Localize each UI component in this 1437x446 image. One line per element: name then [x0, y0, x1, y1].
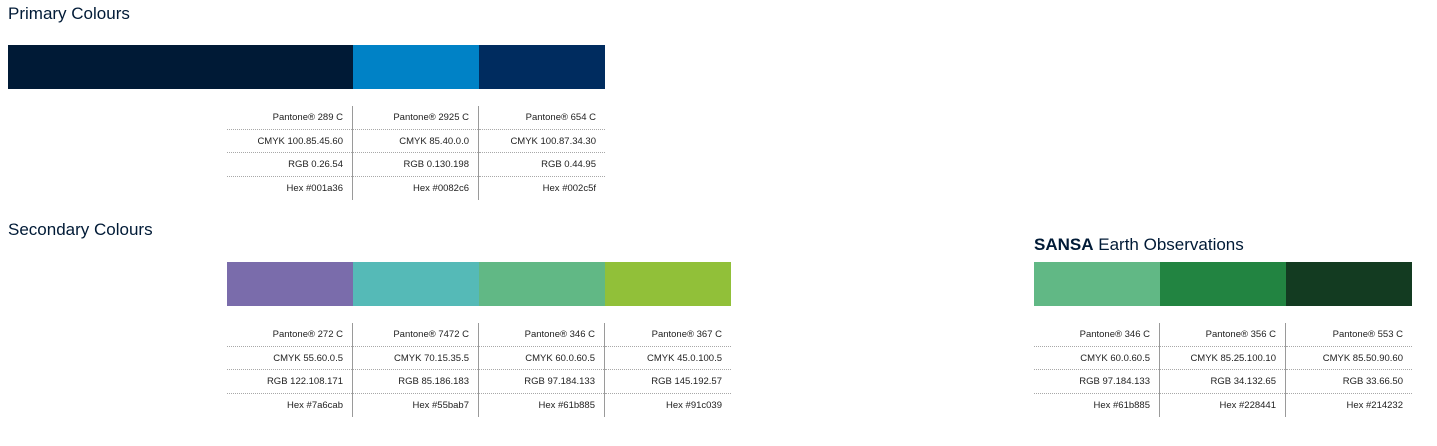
secondary-spec-column: Pantone® 272 C CMYK 55.60.0.5 RGB 122.10… — [227, 323, 353, 417]
earth-observations-swatch-2 — [1160, 262, 1286, 306]
rgb-value: RGB 85.186.183 — [353, 370, 478, 394]
cmyk-value: CMYK 60.0.60.5 — [479, 347, 604, 370]
earth-observations-spec-column: Pantone® 356 C CMYK 85.25.100.10 RGB 34.… — [1160, 323, 1286, 417]
primary-colour-specs: Pantone® 289 C CMYK 100.85.45.60 RGB 0.2… — [227, 106, 605, 200]
earth-observations-colour-specs: Pantone® 346 C CMYK 60.0.60.5 RGB 97.184… — [1034, 323, 1412, 417]
primary-swatch-2 — [353, 45, 479, 89]
secondary-spec-column: Pantone® 367 C CMYK 45.0.100.5 RGB 145.1… — [605, 323, 731, 417]
rgb-value: RGB 34.132.65 — [1160, 370, 1285, 394]
pantone-value: Pantone® 2925 C — [353, 106, 478, 130]
rgb-value: RGB 0.44.95 — [479, 153, 605, 177]
earth-observations-heading-text: Earth Observations — [1093, 235, 1244, 254]
hex-value: Hex #0082c6 — [413, 182, 469, 194]
rgb-value: RGB 0.26.54 — [227, 153, 352, 177]
earth-observations-spec-column: Pantone® 346 C CMYK 60.0.60.5 RGB 97.184… — [1034, 323, 1160, 417]
hex-value: Hex #7a6cab — [287, 399, 343, 411]
primary-spec-column: Pantone® 2925 C CMYK 85.40.0.0 RGB 0.130… — [353, 106, 479, 200]
cmyk-value: CMYK 100.85.45.60 — [227, 130, 352, 153]
pantone-value: Pantone® 289 C — [227, 106, 352, 130]
earth-observations-heading-brand: SANSA — [1034, 235, 1094, 254]
secondary-swatch-bar — [227, 262, 731, 306]
rgb-value: RGB 97.184.133 — [1034, 370, 1159, 394]
secondary-swatch-4 — [605, 262, 731, 306]
cmyk-value: CMYK 85.25.100.10 — [1160, 347, 1285, 370]
secondary-spec-column: Pantone® 7472 C CMYK 70.15.35.5 RGB 85.1… — [353, 323, 479, 417]
pantone-value: Pantone® 367 C — [605, 323, 731, 347]
pantone-value: Pantone® 654 C — [479, 106, 605, 130]
pantone-value: Pantone® 553 C — [1286, 323, 1412, 347]
cmyk-value: CMYK 85.40.0.0 — [353, 130, 478, 153]
secondary-spec-column: Pantone® 346 C CMYK 60.0.60.5 RGB 97.184… — [479, 323, 605, 417]
rgb-value: RGB 97.184.133 — [479, 370, 604, 394]
earth-observations-spec-column: Pantone® 553 C CMYK 85.50.90.60 RGB 33.6… — [1286, 323, 1412, 417]
pantone-value: Pantone® 272 C — [227, 323, 352, 347]
hex-value: Hex #002c5f — [542, 182, 596, 194]
secondary-swatch-1 — [227, 262, 353, 306]
cmyk-value: CMYK 100.87.34.30 — [479, 130, 605, 153]
earth-observations-heading: SANSA Earth Observations — [1034, 235, 1244, 255]
hex-value: Hex #55bab7 — [412, 399, 469, 411]
rgb-value: RGB 33.66.50 — [1286, 370, 1412, 394]
cmyk-value: CMYK 55.60.0.5 — [227, 347, 352, 370]
primary-swatch-1 — [8, 45, 353, 89]
hex-value: Hex #228441 — [1219, 399, 1276, 411]
cmyk-value: CMYK 70.15.35.5 — [353, 347, 478, 370]
hex-value: Hex #61b885 — [538, 399, 595, 411]
primary-swatch-bar — [8, 45, 605, 89]
hex-value: Hex #91c039 — [666, 399, 722, 411]
rgb-value: RGB 122.108.171 — [227, 370, 352, 394]
earth-observations-swatch-1 — [1034, 262, 1160, 306]
secondary-colours-heading: Secondary Colours — [8, 220, 153, 239]
secondary-swatch-2 — [353, 262, 479, 306]
primary-spec-column: Pantone® 654 C CMYK 100.87.34.30 RGB 0.4… — [479, 106, 605, 200]
cmyk-value: CMYK 45.0.100.5 — [605, 347, 731, 370]
pantone-value: Pantone® 356 C — [1160, 323, 1285, 347]
cmyk-value: CMYK 60.0.60.5 — [1034, 347, 1159, 370]
rgb-value: RGB 0.130.198 — [353, 153, 478, 177]
pantone-value: Pantone® 346 C — [1034, 323, 1159, 347]
primary-swatch-3 — [479, 45, 605, 89]
cmyk-value: CMYK 85.50.90.60 — [1286, 347, 1412, 370]
rgb-value: RGB 145.192.57 — [605, 370, 731, 394]
primary-colours-heading: Primary Colours — [8, 4, 130, 23]
pantone-value: Pantone® 7472 C — [353, 323, 478, 347]
primary-spec-column: Pantone® 289 C CMYK 100.85.45.60 RGB 0.2… — [227, 106, 353, 200]
secondary-colour-specs: Pantone® 272 C CMYK 55.60.0.5 RGB 122.10… — [227, 323, 731, 417]
hex-value: Hex #61b885 — [1093, 399, 1150, 411]
secondary-swatch-3 — [479, 262, 605, 306]
earth-observations-swatch-bar — [1034, 262, 1412, 306]
pantone-value: Pantone® 346 C — [479, 323, 604, 347]
earth-observations-swatch-3 — [1286, 262, 1412, 306]
hex-value: Hex #214232 — [1346, 399, 1403, 411]
hex-value: Hex #001a36 — [286, 182, 343, 194]
